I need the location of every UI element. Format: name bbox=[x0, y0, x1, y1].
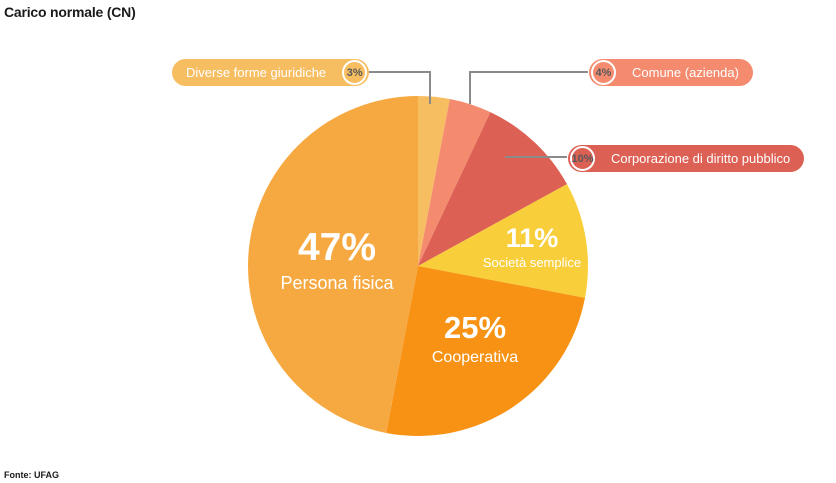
pie-chart bbox=[247, 96, 588, 437]
pie-slice-comune-azienda bbox=[418, 99, 491, 266]
callout-corporazione-diritto-pubblico: 10% Corporazione di diritto pubblico bbox=[568, 145, 805, 172]
pie-slice-persona-fisica bbox=[247, 96, 418, 433]
percent-badge: 4% bbox=[591, 60, 616, 85]
callout-comune-azienda: 4% Comune (azienda) bbox=[589, 59, 753, 86]
source-caption: Fonte: UFAG bbox=[4, 470, 59, 480]
chart-title: Carico normale (CN) bbox=[4, 4, 136, 20]
callout-label: Comune (azienda) bbox=[632, 65, 739, 80]
pie-slice-corporazione-di-diritto-pubblico bbox=[418, 112, 567, 267]
percent-badge: 3% bbox=[342, 60, 368, 85]
pie-slice-società-semplice bbox=[418, 184, 588, 298]
pie-slice-diverse-forme-giuridiche bbox=[418, 96, 450, 266]
percent-badge: 10% bbox=[570, 146, 595, 171]
callout-label: Corporazione di diritto pubblico bbox=[611, 151, 791, 166]
pie-slice-cooperativa bbox=[386, 266, 585, 437]
callout-label: Diverse forme giuridiche bbox=[186, 65, 327, 80]
callout-diverse-forme-giuridiche: Diverse forme giuridiche 3% bbox=[172, 59, 370, 86]
